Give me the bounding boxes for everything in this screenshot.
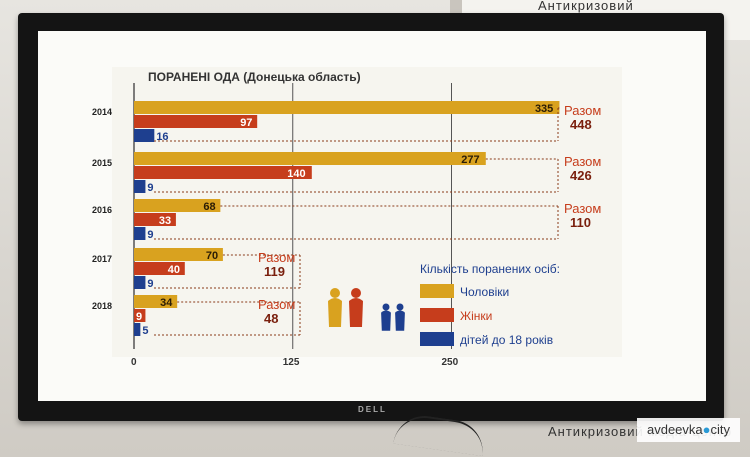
legend-swatch-1 [420, 308, 454, 322]
bar-2015-2 [134, 180, 146, 193]
year-label: 2015 [92, 158, 112, 168]
data-label: 97 [240, 117, 252, 129]
data-label: 34 [160, 297, 173, 309]
data-label: 5 [142, 325, 148, 337]
child-icon-2-head [396, 303, 404, 311]
year-label: 2016 [92, 205, 112, 215]
total-caption: Разом [564, 103, 601, 118]
legend-label-2: дітей до 18 років [460, 333, 553, 347]
bar-2016-0 [134, 199, 221, 212]
data-label: 277 [461, 154, 479, 166]
bar-2018-0 [134, 295, 178, 308]
site-watermark: avdeevka●city [637, 418, 740, 442]
bar-2014-0 [134, 101, 560, 114]
watermark-text-city: city [710, 422, 731, 437]
legend-swatch-0 [420, 284, 454, 298]
legend-label-1: Жінки [460, 309, 492, 323]
man-icon-body [328, 298, 342, 327]
total-value: 110 [570, 215, 591, 230]
bar-2014-1 [134, 115, 258, 128]
woman-icon-head [351, 288, 361, 298]
tv-monitor: ПОРАНЕНІ ОДА (Донецька область) 0 125 250 20… [18, 13, 724, 421]
child-icon-head [382, 303, 390, 311]
legend-swatch-2 [420, 332, 454, 346]
woman-icon-body [349, 298, 363, 327]
data-label: 9 [147, 182, 153, 194]
watermark-text: avdeevka [646, 422, 703, 437]
year-label: 2018 [92, 301, 112, 311]
bar-2014-2 [134, 129, 155, 142]
data-label: 9 [147, 278, 153, 290]
man-icon-head [330, 288, 340, 298]
bar-2018-1 [134, 309, 146, 322]
child-icon-2-body [395, 310, 405, 331]
bar-2016-1 [134, 213, 176, 226]
data-label: 70 [206, 250, 218, 262]
tv-screen: ПОРАНЕНІ ОДА (Донецька область) 0 125 250 20… [38, 31, 706, 401]
bar-2018-2 [134, 323, 141, 336]
legend-label-0: Чоловіки [460, 285, 509, 299]
bar-2016-2 [134, 227, 146, 240]
data-label: 9 [147, 229, 153, 241]
x-tick-label: 0 [131, 357, 137, 368]
data-label: 9 [136, 311, 142, 323]
chart-title: ПОРАНЕНІ ОДА (Донецька область) [148, 70, 361, 84]
x-tick-label: 250 [442, 357, 459, 368]
data-label: 16 [156, 131, 168, 143]
data-label: 335 [535, 103, 553, 115]
x-tick-label: 125 [283, 357, 300, 368]
total-value: 119 [264, 264, 285, 279]
total-value: 448 [570, 117, 592, 132]
poster-text-top: Антикризовий [538, 0, 634, 13]
total-caption: Разом [564, 201, 601, 216]
bar-2017-2 [134, 276, 146, 289]
total-value: 48 [264, 311, 278, 326]
tv-brand-logo: DELL [358, 405, 387, 414]
total-caption: Разом [564, 154, 601, 169]
watermark-dot-icon: ● [702, 422, 711, 437]
data-label: 140 [287, 168, 305, 180]
year-label: 2014 [92, 107, 112, 117]
legend-title: Кількість поранених осіб: [420, 262, 560, 276]
bar-2017-0 [134, 248, 223, 261]
bar-2017-1 [134, 262, 185, 275]
data-label: 68 [203, 201, 215, 213]
total-value: 426 [570, 168, 592, 183]
bar-2015-1 [134, 166, 312, 179]
total-caption: Разом [258, 250, 295, 265]
total-caption: Разом [258, 297, 295, 312]
child-icon-body [381, 310, 391, 331]
injured-chart: ПОРАНЕНІ ОДА (Донецька область) 0 125 250 20… [92, 67, 622, 368]
bar-2015-0 [134, 152, 486, 165]
data-label: 33 [159, 215, 171, 227]
data-label: 40 [168, 264, 180, 276]
year-label: 2017 [92, 254, 112, 264]
